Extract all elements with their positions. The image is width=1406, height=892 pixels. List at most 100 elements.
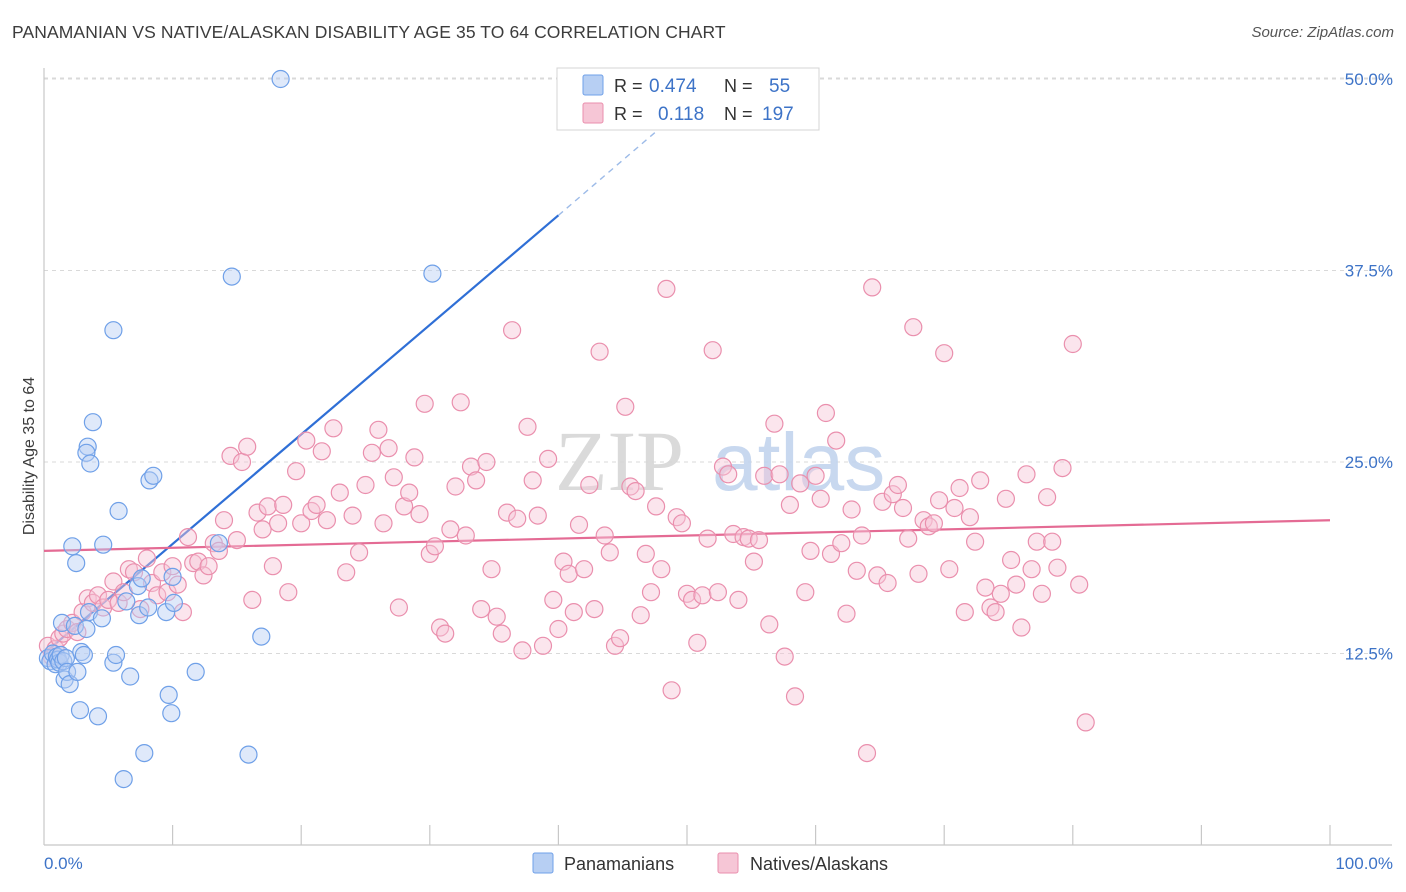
y-tick-labels: 12.5% 25.0% 37.5% 50.0% [1345, 70, 1393, 664]
data-point [919, 517, 938, 536]
data-point [991, 584, 1010, 603]
data-point [549, 619, 568, 639]
data-point [132, 569, 151, 588]
data-point [636, 544, 655, 564]
data-point [893, 498, 913, 518]
data-point [693, 586, 712, 605]
data-point [544, 590, 563, 610]
data-point [199, 557, 218, 576]
data-point [791, 474, 810, 493]
bottom-legend-swatch-pink [717, 852, 739, 874]
data-point [960, 508, 980, 527]
data-point [389, 598, 408, 617]
legend-r-value: 0.474 [649, 76, 697, 97]
data-point [1063, 334, 1082, 354]
data-point [63, 537, 82, 556]
data-point [935, 344, 954, 363]
data-point [1053, 459, 1072, 478]
data-point [847, 561, 866, 580]
data-point [616, 397, 635, 416]
data-point [159, 685, 178, 705]
data-point [888, 475, 908, 495]
data-point [857, 743, 877, 763]
data-point [492, 624, 511, 643]
y-axis-label: Disability Age 35 to 64 [21, 377, 38, 535]
data-point [585, 599, 604, 619]
data-point [81, 454, 100, 473]
data-point [362, 443, 381, 462]
data-point [672, 514, 692, 533]
data-point [1048, 558, 1067, 577]
data-point [139, 598, 158, 617]
data-point [77, 619, 96, 639]
data-point [436, 624, 455, 643]
data-point [703, 341, 722, 360]
data-point [297, 431, 316, 450]
data-point [384, 468, 403, 487]
data-point [446, 477, 465, 496]
y-tick-label: 12.5% [1345, 645, 1393, 664]
data-point [760, 615, 779, 634]
trend-line-pink [43, 519, 1331, 552]
axes [43, 68, 1392, 846]
data-point [121, 667, 140, 686]
data-point [1007, 575, 1026, 594]
chart-title: PANAMANIAN VS NATIVE/ALASKAN DISABILITY … [12, 22, 726, 42]
data-point [610, 629, 630, 648]
data-point [148, 586, 167, 605]
data-point [163, 567, 182, 587]
data-point [222, 267, 241, 286]
data-point [456, 526, 475, 545]
data-point [189, 552, 208, 571]
data-point [324, 419, 343, 438]
data-point [163, 557, 182, 576]
x-axis-left-label: 0.0% [44, 854, 83, 873]
data-point [248, 503, 267, 522]
data-point [243, 590, 262, 610]
data-point [330, 483, 349, 502]
data-point [162, 704, 181, 723]
data-point [528, 506, 547, 525]
data-point [292, 514, 311, 533]
data-point [117, 592, 136, 611]
data-point [252, 627, 271, 646]
data-point [827, 431, 846, 450]
data-point [258, 497, 277, 516]
data-point [631, 606, 650, 625]
data-point [178, 527, 198, 547]
bottom-legend-swatch-blue [532, 852, 554, 874]
data-point [796, 583, 815, 602]
data-point [646, 497, 666, 516]
data-point [186, 662, 205, 682]
y-tick-label: 37.5% [1345, 262, 1393, 281]
data-point [77, 443, 96, 462]
data-point [1032, 584, 1052, 603]
data-point [221, 446, 240, 465]
data-point [909, 564, 928, 583]
data-point [924, 514, 944, 533]
data-point [996, 489, 1016, 508]
bottom-legend-label: Natives/Alaskans [750, 854, 888, 874]
data-point [1001, 550, 1021, 570]
data-point [626, 482, 645, 501]
data-point [425, 537, 444, 556]
data-point [688, 633, 707, 652]
data-point [1070, 575, 1089, 594]
data-point [929, 491, 949, 510]
data-point [232, 452, 252, 472]
data-point [279, 583, 298, 602]
data-point [400, 483, 419, 502]
data-point [574, 560, 594, 579]
data-point [487, 607, 506, 626]
data-point [863, 278, 882, 297]
data-point [274, 495, 293, 514]
data-point [595, 526, 614, 545]
bottom-legend: Panamanians Natives/Alaskans [532, 852, 888, 874]
data-point [590, 342, 609, 361]
data-point [729, 590, 748, 610]
data-point [904, 318, 923, 337]
data-point [657, 279, 676, 298]
x-axis-right-label: 100.0% [1335, 854, 1393, 873]
data-point [153, 563, 172, 582]
data-point [744, 552, 764, 571]
